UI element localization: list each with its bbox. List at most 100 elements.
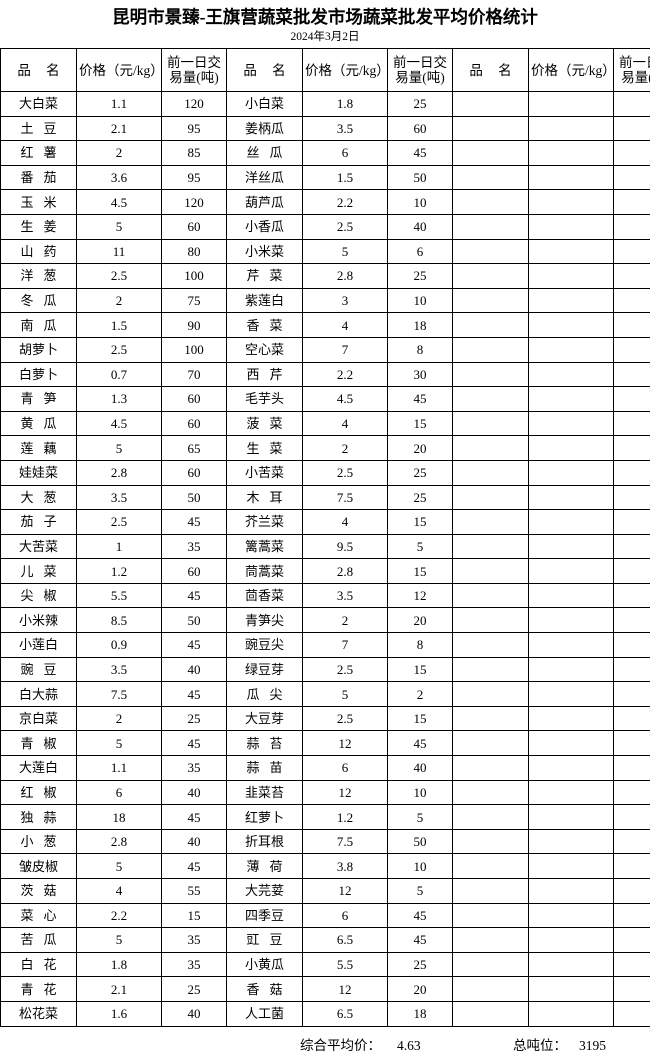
cell-price: 2.2: [77, 903, 162, 928]
cell-price: 4.5: [77, 190, 162, 215]
cell-commodity-name: 独蒜: [1, 805, 77, 830]
cell-commodity-name: 香菜: [227, 313, 303, 338]
cell-volume: 45: [162, 583, 227, 608]
cell-commodity-name: 姜柄瓜: [227, 116, 303, 141]
commodity-name-text: 青笋尖: [245, 614, 284, 627]
cell-price: 2: [303, 608, 388, 633]
commodity-name-text: 折耳根: [245, 835, 284, 848]
cell-volume: 6: [388, 239, 453, 264]
commodity-name-text: 小米菜: [245, 245, 284, 258]
cell-price: 2.8: [303, 264, 388, 289]
cell-price: 2: [77, 288, 162, 313]
commodity-name-text: 青花: [20, 983, 66, 996]
cell-volume: 65: [162, 436, 227, 461]
cell-price: [529, 362, 614, 387]
cell-volume: [614, 485, 650, 510]
cell-volume: 60: [162, 460, 227, 485]
cell-volume: 100: [162, 337, 227, 362]
cell-volume: 90: [162, 313, 227, 338]
cell-volume: [614, 116, 650, 141]
cell-commodity-name: [453, 657, 529, 682]
cell-volume: 100: [162, 264, 227, 289]
cell-volume: 45: [162, 633, 227, 658]
commodity-name-text: 儿菜: [20, 565, 66, 578]
cell-price: 4: [303, 313, 388, 338]
cell-price: 1: [77, 534, 162, 559]
cell-commodity-name: 香菇: [227, 977, 303, 1002]
header-volume-1: 前一日交易量(吨): [162, 49, 227, 92]
cell-price: [529, 92, 614, 117]
commodity-name-text: 香菜: [246, 319, 292, 332]
cell-price: [529, 337, 614, 362]
cell-price: 1.2: [303, 805, 388, 830]
cell-volume: [614, 534, 650, 559]
commodity-name-text: 玉米: [20, 196, 66, 209]
cell-price: 1.5: [303, 165, 388, 190]
cell-commodity-name: [453, 805, 529, 830]
cell-volume: 40: [162, 780, 227, 805]
cell-commodity-name: 娃娃菜: [1, 460, 77, 485]
cell-volume: [614, 657, 650, 682]
cell-volume: 20: [388, 977, 453, 1002]
cell-commodity-name: 京白菜: [1, 706, 77, 731]
cell-price: 1.1: [77, 92, 162, 117]
cell-volume: 25: [388, 92, 453, 117]
cell-volume: 15: [162, 903, 227, 928]
cell-commodity-name: 大葱: [1, 485, 77, 510]
cell-volume: 60: [162, 411, 227, 436]
cell-volume: [614, 313, 650, 338]
cell-commodity-name: 折耳根: [227, 829, 303, 854]
cell-price: 11: [77, 239, 162, 264]
price-table: 品 名 价格（元/kg） 前一日交易量(吨) 品 名 价格（元/kg） 前一日交…: [0, 48, 650, 1027]
cell-price: 18: [77, 805, 162, 830]
cell-price: 3.8: [303, 854, 388, 879]
commodity-name-text: 薄荷: [246, 860, 292, 873]
cell-price: 5: [77, 436, 162, 461]
cell-price: 1.6: [77, 1001, 162, 1026]
commodity-name-text: 小黄瓜: [245, 958, 284, 971]
commodity-name-text: 大莲白: [19, 761, 58, 774]
cell-price: 7.5: [303, 829, 388, 854]
commodity-name-text: 豇豆: [246, 933, 292, 946]
commodity-name-text: 大芫荽: [245, 884, 284, 897]
cell-price: 6: [303, 756, 388, 781]
price-statistics-page: 昆明市景臻-王旗营蔬菜批发市场蔬菜批发平均价格统计 2024年3月2日 品 名 …: [0, 4, 650, 970]
cell-volume: [614, 387, 650, 412]
cell-price: [529, 829, 614, 854]
cell-volume: 20: [388, 608, 453, 633]
cell-price: 3.5: [77, 485, 162, 510]
cell-price: 5: [77, 928, 162, 953]
cell-volume: 60: [388, 116, 453, 141]
commodity-name-text: 空心菜: [245, 343, 284, 356]
cell-price: [529, 559, 614, 584]
header-price-2: 价格（元/kg）: [303, 49, 388, 92]
cell-volume: 8: [388, 633, 453, 658]
table-header-row: 品 名 价格（元/kg） 前一日交易量(吨) 品 名 价格（元/kg） 前一日交…: [1, 49, 650, 92]
cell-volume: [614, 411, 650, 436]
cell-commodity-name: [453, 190, 529, 215]
commodity-name-text: 茨菇: [20, 884, 66, 897]
cell-commodity-name: 瓜尖: [227, 682, 303, 707]
cell-commodity-name: [453, 362, 529, 387]
cell-volume: 35: [162, 534, 227, 559]
table-header: 品 名 价格（元/kg） 前一日交易量(吨) 品 名 价格（元/kg） 前一日交…: [1, 49, 650, 92]
cell-volume: 60: [162, 214, 227, 239]
average-price-summary: 综合平均价：4.63: [300, 1034, 421, 1054]
cell-price: [529, 977, 614, 1002]
cell-commodity-name: [453, 239, 529, 264]
cell-commodity-name: 豌豆尖: [227, 633, 303, 658]
cell-commodity-name: 薄荷: [227, 854, 303, 879]
cell-commodity-name: 红萝卜: [227, 805, 303, 830]
commodity-name-text: 白大蒜: [19, 688, 58, 701]
cell-price: 4: [303, 411, 388, 436]
cell-commodity-name: 红薯: [1, 141, 77, 166]
cell-price: 2.2: [303, 362, 388, 387]
cell-volume: 25: [388, 485, 453, 510]
cell-price: 6.5: [303, 928, 388, 953]
cell-price: [529, 190, 614, 215]
